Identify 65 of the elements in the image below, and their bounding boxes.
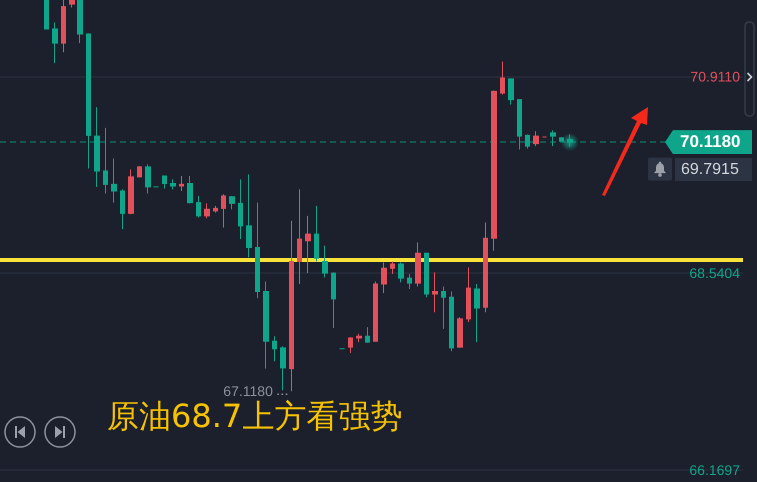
candlestick bbox=[373, 280, 378, 342]
candlestick bbox=[137, 166, 142, 178]
candlestick bbox=[415, 242, 421, 287]
candlestick bbox=[77, 0, 83, 44]
candlestick bbox=[407, 274, 412, 290]
candlestick bbox=[229, 195, 235, 210]
candlestick bbox=[187, 176, 193, 204]
candlestick bbox=[348, 336, 353, 354]
candlestick bbox=[52, 22, 58, 64]
candlestick bbox=[550, 130, 556, 147]
candlestick bbox=[162, 176, 167, 189]
candlestick bbox=[466, 266, 471, 323]
candlestick bbox=[111, 158, 117, 204]
candlestick bbox=[196, 195, 201, 218]
candlestick bbox=[69, 0, 75, 8]
candlestick bbox=[255, 202, 260, 299]
candlestick bbox=[179, 176, 184, 192]
candlestick bbox=[263, 280, 269, 370]
candlestick bbox=[297, 188, 302, 284]
candlestick bbox=[533, 130, 539, 147]
candlestick bbox=[86, 32, 91, 170]
candlestick bbox=[432, 272, 438, 313]
candlestick bbox=[94, 106, 100, 188]
candlestick bbox=[238, 178, 243, 240]
candlestick bbox=[103, 127, 108, 194]
candlestick bbox=[508, 78, 514, 106]
candlestick bbox=[170, 178, 176, 190]
candlestick bbox=[305, 215, 311, 274]
y-tick-label: 68.5404 bbox=[689, 265, 740, 282]
candlestick bbox=[204, 202, 210, 219]
y-tick-label: 66.1697 bbox=[689, 462, 740, 478]
candlestick bbox=[272, 336, 277, 362]
candlestick bbox=[120, 188, 125, 230]
candlestick bbox=[398, 262, 404, 283]
candlestick bbox=[525, 134, 530, 150]
candlestick bbox=[449, 290, 454, 352]
candlestick bbox=[474, 283, 480, 343]
candlestick bbox=[517, 99, 522, 150]
candlestick bbox=[289, 220, 294, 392]
candlestick bbox=[356, 333, 362, 343]
candlestick bbox=[491, 90, 497, 252]
candlestick bbox=[500, 60, 505, 96]
candlestick bbox=[381, 262, 387, 294]
ref-line-label: 70.1180 bbox=[665, 130, 752, 154]
candlestick bbox=[457, 316, 463, 348]
candlestick bbox=[322, 245, 328, 278]
y-tick-label: 70.9110 bbox=[690, 68, 740, 84]
candlestick bbox=[424, 252, 429, 298]
candlestick bbox=[483, 222, 488, 313]
annotation: 69.7915 bbox=[675, 158, 752, 181]
candlestick bbox=[246, 174, 252, 258]
candlestick bbox=[128, 168, 134, 215]
candlestick bbox=[44, 0, 49, 30]
candlestick bbox=[280, 346, 286, 391]
candlestick bbox=[61, 0, 66, 53]
candlestick bbox=[314, 205, 319, 262]
candlestick bbox=[365, 326, 370, 344]
candlestick bbox=[213, 205, 218, 214]
candlestick bbox=[390, 261, 395, 275]
candlestick bbox=[559, 136, 564, 142]
candlestick bbox=[145, 164, 151, 194]
candlestick bbox=[331, 272, 336, 328]
candlestick bbox=[221, 194, 226, 228]
candlestick bbox=[441, 286, 446, 330]
candlestick bbox=[567, 134, 573, 148]
